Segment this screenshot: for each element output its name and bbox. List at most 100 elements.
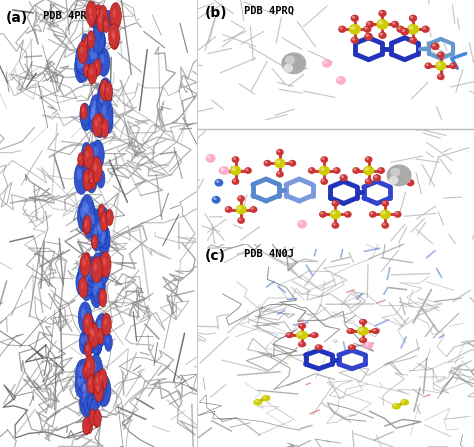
Circle shape bbox=[83, 147, 87, 154]
Circle shape bbox=[372, 328, 380, 334]
Circle shape bbox=[84, 223, 87, 228]
Circle shape bbox=[100, 208, 102, 212]
Circle shape bbox=[91, 42, 94, 50]
Circle shape bbox=[380, 33, 383, 36]
Circle shape bbox=[83, 215, 91, 233]
Circle shape bbox=[94, 25, 102, 43]
Circle shape bbox=[96, 385, 99, 392]
Circle shape bbox=[86, 155, 90, 164]
Circle shape bbox=[299, 324, 302, 326]
Circle shape bbox=[100, 212, 109, 231]
Circle shape bbox=[221, 168, 225, 171]
Circle shape bbox=[83, 112, 87, 120]
Circle shape bbox=[86, 257, 97, 281]
Circle shape bbox=[212, 196, 220, 204]
Circle shape bbox=[85, 327, 89, 335]
Circle shape bbox=[320, 167, 325, 171]
Circle shape bbox=[86, 1, 97, 25]
Circle shape bbox=[94, 4, 103, 24]
Circle shape bbox=[277, 172, 280, 174]
Circle shape bbox=[359, 337, 367, 343]
Circle shape bbox=[95, 273, 100, 283]
Circle shape bbox=[84, 367, 87, 371]
Circle shape bbox=[96, 377, 99, 383]
Circle shape bbox=[86, 151, 90, 160]
Circle shape bbox=[387, 164, 411, 186]
Circle shape bbox=[93, 238, 95, 243]
Circle shape bbox=[95, 114, 98, 120]
Text: PDB 4PRQ: PDB 4PRQ bbox=[244, 6, 294, 16]
Circle shape bbox=[93, 231, 97, 240]
Circle shape bbox=[370, 212, 373, 215]
Circle shape bbox=[333, 223, 336, 226]
Circle shape bbox=[100, 381, 105, 392]
Circle shape bbox=[98, 222, 101, 231]
Circle shape bbox=[100, 54, 104, 64]
Circle shape bbox=[88, 43, 91, 49]
Circle shape bbox=[206, 154, 216, 163]
Circle shape bbox=[92, 286, 97, 295]
Circle shape bbox=[237, 195, 245, 202]
Circle shape bbox=[251, 207, 254, 210]
Circle shape bbox=[91, 215, 95, 224]
Circle shape bbox=[87, 361, 91, 368]
Circle shape bbox=[102, 217, 105, 223]
Circle shape bbox=[373, 174, 381, 181]
Circle shape bbox=[104, 319, 107, 325]
Circle shape bbox=[89, 175, 96, 190]
Circle shape bbox=[83, 174, 86, 180]
Circle shape bbox=[99, 94, 103, 103]
Circle shape bbox=[97, 325, 100, 333]
Circle shape bbox=[78, 153, 84, 167]
Circle shape bbox=[97, 207, 105, 224]
Circle shape bbox=[87, 258, 98, 283]
Circle shape bbox=[86, 173, 94, 192]
Circle shape bbox=[88, 103, 101, 132]
Circle shape bbox=[87, 322, 98, 346]
Circle shape bbox=[274, 158, 285, 168]
Circle shape bbox=[320, 212, 323, 215]
Circle shape bbox=[382, 200, 389, 207]
Circle shape bbox=[86, 219, 90, 228]
Circle shape bbox=[214, 179, 223, 186]
Circle shape bbox=[85, 67, 87, 72]
Circle shape bbox=[83, 37, 90, 52]
Circle shape bbox=[93, 110, 101, 128]
Circle shape bbox=[88, 170, 94, 184]
Circle shape bbox=[98, 210, 101, 216]
Text: PDB 4PRQ: PDB 4PRQ bbox=[43, 11, 93, 21]
Circle shape bbox=[421, 25, 429, 33]
Circle shape bbox=[100, 118, 109, 138]
Circle shape bbox=[97, 89, 109, 115]
Circle shape bbox=[83, 169, 93, 191]
Circle shape bbox=[88, 101, 101, 133]
Circle shape bbox=[97, 260, 105, 277]
Circle shape bbox=[83, 278, 87, 288]
Circle shape bbox=[382, 222, 389, 229]
Circle shape bbox=[297, 220, 307, 228]
Circle shape bbox=[78, 302, 92, 333]
Circle shape bbox=[394, 211, 401, 218]
Circle shape bbox=[104, 83, 112, 101]
Circle shape bbox=[75, 359, 89, 390]
Circle shape bbox=[85, 63, 88, 69]
Circle shape bbox=[333, 339, 338, 343]
Circle shape bbox=[389, 176, 399, 185]
Circle shape bbox=[90, 330, 100, 354]
Circle shape bbox=[90, 51, 94, 60]
Circle shape bbox=[86, 346, 89, 350]
Circle shape bbox=[92, 114, 102, 137]
Circle shape bbox=[112, 34, 115, 40]
Circle shape bbox=[237, 217, 245, 224]
Circle shape bbox=[92, 25, 105, 53]
Circle shape bbox=[276, 149, 284, 156]
Circle shape bbox=[93, 223, 101, 241]
Circle shape bbox=[250, 206, 257, 213]
Circle shape bbox=[84, 271, 89, 282]
Circle shape bbox=[107, 87, 109, 93]
Circle shape bbox=[338, 25, 346, 33]
Circle shape bbox=[84, 315, 95, 339]
Circle shape bbox=[341, 175, 344, 178]
Circle shape bbox=[360, 320, 364, 322]
Circle shape bbox=[363, 166, 374, 175]
